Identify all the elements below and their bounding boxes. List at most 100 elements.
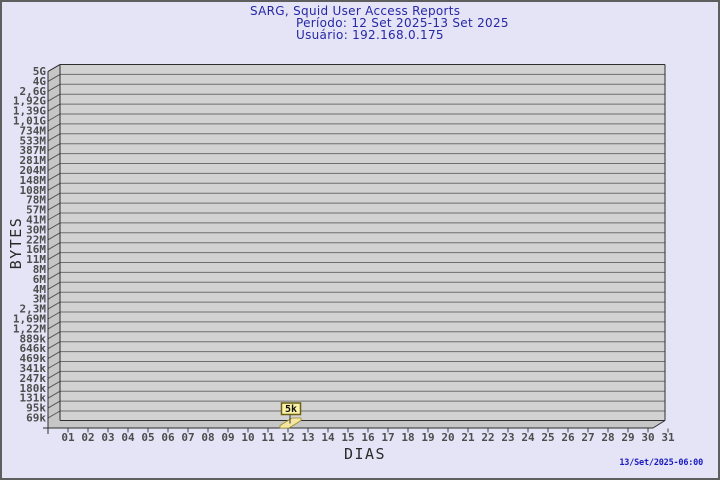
gridlines — [47, 64, 665, 419]
y-tick-label: 41M — [26, 214, 46, 227]
y-wall-tick — [47, 281, 61, 290]
y-wall-tick — [47, 153, 61, 162]
x-tick-label: 04 — [121, 431, 135, 444]
x-tick-label: 01 — [61, 431, 75, 444]
y-tick-label: 3M — [33, 293, 47, 306]
x-tick-label: 27 — [581, 431, 594, 444]
x-axis-labels: 01 02 03 04 05 06 07 08 09 10 11 12 13 14 15 16 17 18 19 20… — [61, 431, 675, 444]
y-wall-tick — [47, 222, 61, 231]
y-wall-tick — [47, 351, 61, 360]
y-tick-label: 1,69M — [13, 313, 46, 326]
y-tick-label: 1,39G — [13, 105, 46, 118]
y-tick-label: 16M — [26, 243, 46, 256]
x-tick-label: 12 — [281, 431, 294, 444]
y-tick-label: 646k — [20, 342, 47, 355]
y-tick-label: 387M — [20, 144, 47, 157]
y-wall-tick — [47, 73, 61, 82]
y-wall-tick — [47, 390, 61, 399]
chart-user: Usuário: 192.168.0.175 — [296, 28, 444, 42]
y-axis-labels: 5G4G2,6G1,92G1,39G1,01G734M533M387M281M2… — [13, 65, 46, 425]
value-flag-box — [280, 402, 302, 416]
x-tick-label: 16 — [361, 431, 375, 444]
y-tick-label: 5G — [33, 65, 47, 78]
x-tick-label: 07 — [181, 431, 194, 444]
y-wall-tick — [47, 172, 61, 181]
x-tick-label: 24 — [521, 431, 535, 444]
y-wall-tick — [47, 103, 61, 112]
y-tick-label: 281M — [20, 154, 47, 167]
y-tick-label: 69k — [26, 412, 46, 425]
y-wall-tick — [47, 331, 61, 340]
y-tick-label: 4G — [33, 75, 47, 88]
y-wall-tick — [47, 301, 61, 310]
y-tick-label: 6M — [33, 273, 47, 286]
y-wall-tick — [47, 133, 61, 142]
y-tick-label: 734M — [20, 124, 47, 137]
y-tick-label: 469k — [20, 352, 47, 365]
x-axis-ticks — [67, 428, 669, 433]
chart-title: SARG, Squid User Access Reports — [250, 4, 461, 18]
x-tick-label: 25 — [541, 431, 554, 444]
y-wall-tick — [47, 291, 61, 300]
y-wall-tick — [47, 232, 61, 241]
y-wall-tick — [47, 113, 61, 122]
y-tick-label: 180k — [20, 382, 47, 395]
y-tick-label: 131k — [20, 392, 47, 405]
y-tick-label: 4M — [33, 283, 47, 296]
x-tick-label: 05 — [141, 431, 154, 444]
y-wall-tick — [47, 271, 61, 280]
y-tick-label: 2,3M — [20, 303, 47, 316]
y-tick-label: 78M — [26, 194, 46, 207]
y-tick-label: 247k — [20, 372, 47, 385]
value-flag-label: 5k — [285, 404, 297, 415]
y-wall-tick — [47, 361, 61, 369]
x-tick-label: 17 — [381, 431, 394, 444]
x-tick-label: 22 — [481, 431, 494, 444]
y-wall-tick — [47, 192, 61, 201]
x-tick-label: 21 — [461, 431, 475, 444]
x-tick-label: 15 — [341, 431, 354, 444]
timestamp: 13/Set/2025-06:00 — [619, 458, 703, 468]
y-tick-label: 11M — [26, 253, 46, 266]
x-tick-label: 29 — [621, 431, 634, 444]
x-tick-label: 09 — [221, 431, 234, 444]
x-tick-label: 02 — [81, 431, 94, 444]
y-wall-tick — [47, 182, 61, 191]
y-wall-tick — [47, 93, 61, 102]
y-tick-label: 108M — [20, 184, 47, 197]
x-tick-label: 30 — [641, 431, 654, 444]
x-tick-label: 10 — [241, 431, 254, 444]
y-wall-tick — [47, 83, 61, 92]
x-tick-label: 13 — [301, 431, 314, 444]
floor-3d — [48, 420, 665, 428]
y-wall-tick — [47, 123, 61, 132]
y-wall-tick — [47, 410, 61, 419]
x-tick-label: 11 — [261, 431, 275, 444]
y-tick-label: 95k — [26, 402, 46, 415]
y-tick-label: 30M — [26, 223, 46, 236]
y-tick-label: 1,92G — [13, 95, 46, 108]
y-tick-label: 1,22M — [13, 322, 46, 335]
y-tick-label: 341k — [20, 362, 47, 375]
y-wall-tick — [47, 212, 61, 221]
y-wall-tick — [47, 341, 61, 350]
y-tick-label: 1,01G — [13, 115, 46, 128]
y-wall-tick — [47, 202, 61, 211]
y-tick-label: 8M — [33, 263, 47, 276]
x-tick-label: 08 — [201, 431, 214, 444]
x-tick-label: 20 — [441, 431, 454, 444]
y-wall-tick — [47, 321, 61, 330]
x-tick-label: 23 — [501, 431, 514, 444]
y-tick-label: 2,6G — [20, 85, 47, 98]
y-tick-label: 533M — [20, 134, 47, 147]
y-wall-tick — [47, 262, 61, 270]
x-tick-label: 26 — [561, 431, 575, 444]
x-tick-label: 31 — [661, 431, 675, 444]
plot-frame — [43, 64, 666, 434]
y-tick-label: 148M — [20, 174, 47, 187]
y-wall-tick — [47, 370, 61, 379]
y-wall-tick — [47, 143, 61, 152]
y-tick-label: 204M — [20, 164, 47, 177]
